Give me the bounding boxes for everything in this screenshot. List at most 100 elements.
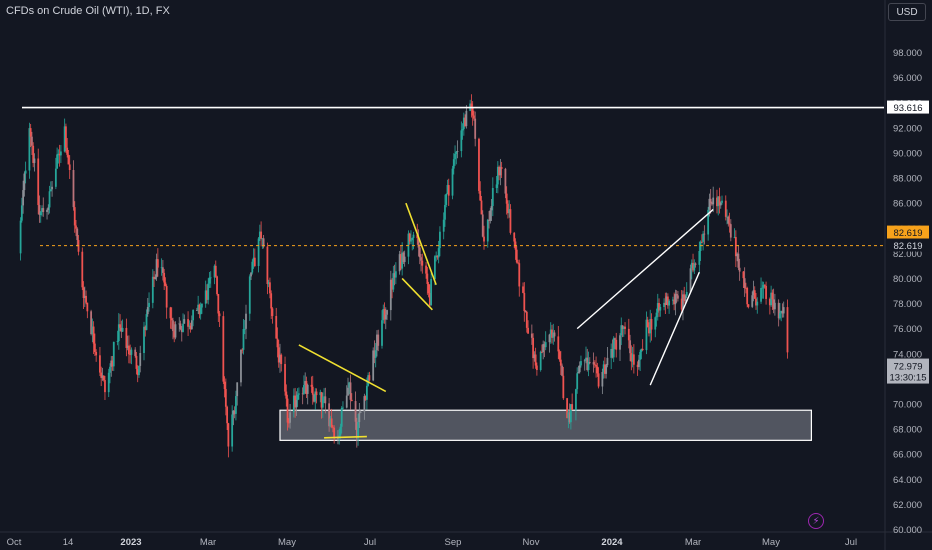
candle-body	[648, 327, 650, 334]
candle-body	[460, 130, 463, 152]
candle-body	[63, 126, 66, 152]
candle-body	[297, 393, 300, 395]
candle-body	[530, 333, 533, 338]
candle-body	[213, 265, 216, 278]
candle-body	[197, 304, 200, 310]
candle-body	[125, 327, 128, 348]
candle-body	[470, 103, 473, 108]
alert-price-label: 82.619	[893, 228, 922, 239]
candle-body	[392, 273, 395, 290]
candle-body	[708, 198, 711, 210]
candle-body	[541, 351, 543, 353]
candle-body	[742, 271, 745, 279]
candle-body	[240, 349, 242, 383]
symbol-title[interactable]: CFDs on Crude Oil (WTI), 1D, FX	[6, 5, 170, 17]
candle-body	[231, 414, 234, 447]
candle-body	[611, 348, 614, 358]
candle-body	[412, 234, 415, 238]
candle-body	[489, 210, 492, 221]
candle-body	[542, 344, 545, 353]
candle-body	[271, 308, 274, 316]
candle-body	[116, 340, 119, 342]
candle-body	[566, 398, 569, 419]
y-tick-label: 88.000	[893, 174, 922, 185]
candle-body	[610, 348, 613, 358]
candle-body	[473, 115, 475, 119]
candle-body	[747, 304, 750, 307]
candle-body	[58, 153, 61, 156]
candle-body	[733, 237, 736, 238]
candle-body	[226, 406, 229, 424]
candle-body	[257, 238, 260, 266]
candle-body	[737, 253, 740, 268]
candle-body	[49, 189, 52, 192]
candle-body	[174, 324, 177, 338]
candle-body	[363, 396, 366, 412]
candle-body	[755, 298, 757, 306]
candle-body	[85, 295, 87, 303]
candle-body	[135, 355, 138, 369]
candle-body	[752, 290, 755, 296]
candle-body	[603, 364, 606, 374]
candle-body	[726, 216, 728, 218]
candle-body	[707, 209, 710, 235]
candle-body	[777, 302, 780, 319]
candle-body	[117, 324, 120, 341]
candle-body	[700, 241, 703, 243]
candle-body	[92, 326, 95, 344]
candle-body	[756, 301, 759, 306]
candle-body	[490, 205, 493, 211]
candle-body	[287, 422, 290, 424]
candle-body	[111, 360, 114, 367]
candle-body	[301, 393, 304, 395]
candle-body	[498, 166, 501, 176]
candle-body	[586, 357, 589, 371]
candle-body	[126, 345, 129, 348]
candle-body	[275, 315, 278, 339]
candle-body	[724, 200, 727, 217]
candle-body	[746, 287, 749, 305]
candle-body	[367, 375, 370, 386]
currency-button[interactable]: USD	[888, 3, 926, 21]
candle-body	[329, 418, 332, 427]
dashed-price-label-box	[887, 238, 929, 252]
candle-body	[267, 282, 270, 284]
candle-body	[208, 277, 211, 284]
candle-body	[161, 267, 164, 273]
candle-body	[462, 117, 465, 130]
dashed-price-label: 82.619	[893, 241, 922, 252]
candle-body	[377, 334, 380, 346]
candle-body	[65, 126, 67, 148]
candle-body	[355, 421, 358, 439]
candle-body	[173, 331, 176, 338]
candle-body	[394, 271, 397, 278]
candle-body	[496, 166, 499, 185]
candle-body	[99, 355, 101, 373]
candle-body	[435, 255, 438, 257]
candle-body	[258, 231, 261, 239]
candle-body	[364, 396, 367, 400]
candle-body	[155, 259, 158, 278]
candle-body	[232, 410, 235, 415]
y-tick-label: 60.000	[893, 525, 922, 536]
candle-body	[727, 216, 730, 224]
y-tick-label: 86.000	[893, 199, 922, 210]
candle-body	[236, 382, 239, 397]
y-tick-label: 62.000	[893, 500, 922, 511]
candle-body	[29, 128, 32, 137]
candle-body	[310, 384, 313, 387]
lightning-icon[interactable]: ⚡	[808, 513, 824, 529]
candle-body	[668, 300, 671, 306]
candle-body	[551, 329, 553, 338]
x-tick-label: Mar	[200, 537, 216, 548]
candle-body	[483, 236, 485, 242]
candle-body	[568, 412, 571, 423]
candle-body	[454, 153, 456, 160]
candle-body	[75, 225, 77, 229]
candle-body	[279, 354, 281, 363]
candle-body	[728, 223, 731, 225]
candle-body	[624, 326, 626, 329]
candle-body	[717, 196, 720, 207]
candle-body	[22, 190, 25, 206]
